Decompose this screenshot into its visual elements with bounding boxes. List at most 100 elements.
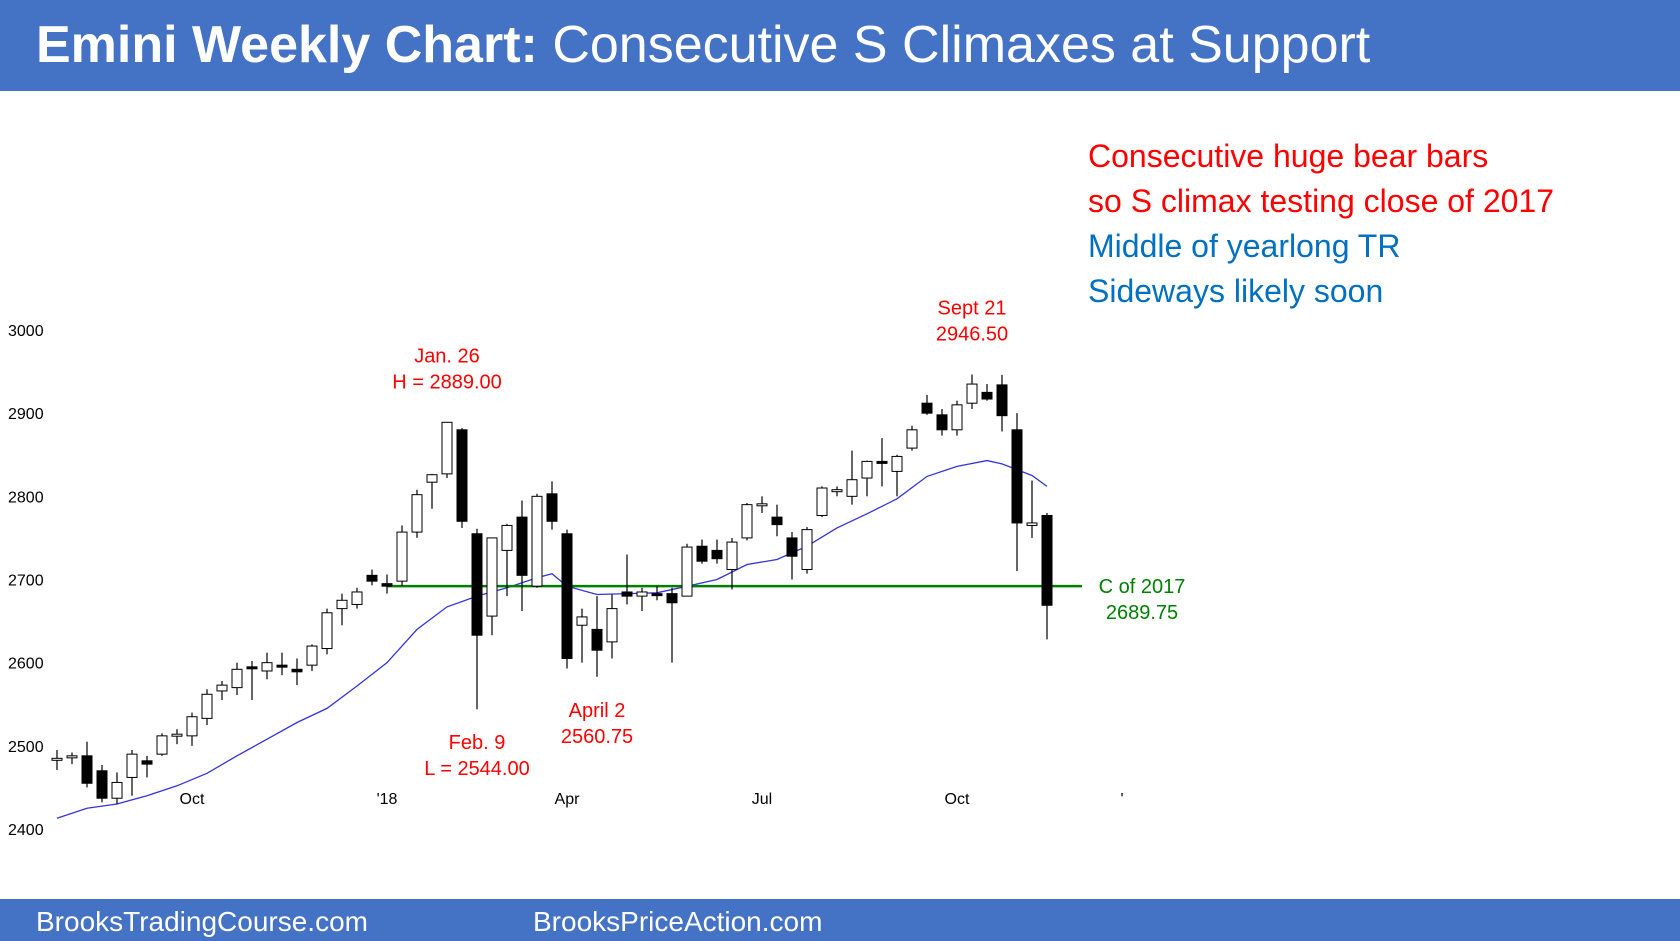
candle — [996, 374, 1008, 432]
candle-body — [1026, 522, 1038, 526]
candle-body — [306, 645, 318, 666]
footer-banner: BrooksTradingCourse.com BrooksPriceActio… — [0, 899, 1680, 941]
candle-body — [336, 599, 348, 610]
candle — [906, 425, 918, 451]
candle-body — [501, 524, 513, 551]
candle — [681, 543, 693, 597]
candle-body — [876, 460, 888, 464]
candle — [486, 537, 498, 636]
footer-left-link[interactable]: BrooksTradingCourse.com — [36, 906, 368, 937]
candle — [261, 652, 273, 680]
candle-body — [186, 716, 198, 737]
candle-body — [66, 755, 78, 759]
candle-body — [711, 549, 723, 560]
candle-body — [846, 479, 858, 497]
note-line-4: Sideways likely soon — [1088, 273, 1384, 309]
footer-right-link[interactable]: BrooksPriceAction.com — [533, 906, 823, 937]
candle-body — [591, 628, 603, 651]
candle-body — [321, 612, 333, 650]
candle — [726, 537, 738, 590]
candle — [651, 586, 663, 601]
candle — [216, 680, 228, 701]
candle-body — [801, 529, 813, 571]
note-line-2: so S climax testing close of 2017 — [1088, 183, 1555, 219]
title-banner: Emini Weekly Chart: Consecutive S Climax… — [0, 0, 1680, 91]
annotation-line: C of 2017 — [1099, 576, 1186, 598]
candle — [381, 574, 393, 594]
candle-body — [441, 421, 453, 475]
candle — [636, 587, 648, 612]
candle — [291, 658, 303, 686]
candle-body — [606, 608, 618, 643]
x-tick-label: '18 — [377, 791, 398, 808]
y-tick-label: 3000 — [8, 323, 44, 340]
candle — [126, 749, 138, 796]
candle-body — [141, 760, 153, 765]
candle-body — [816, 487, 828, 516]
candle — [756, 496, 768, 513]
candle — [396, 525, 408, 587]
candle — [981, 384, 993, 401]
note-line-3: Middle of yearlong TR — [1088, 228, 1401, 264]
x-tick-label: Jul — [752, 791, 772, 808]
candle-body — [471, 533, 483, 636]
y-tick-label: 2700 — [8, 573, 44, 590]
candle — [1041, 512, 1053, 640]
candle-body — [666, 593, 678, 604]
candle-body — [351, 591, 363, 605]
candle-body — [516, 516, 528, 576]
candle-body — [426, 474, 438, 483]
candle — [531, 493, 543, 588]
candle-body — [366, 574, 378, 582]
candle-body — [546, 493, 558, 522]
candle-body — [561, 533, 573, 660]
candle-body — [726, 541, 738, 571]
candle-body — [126, 753, 138, 778]
page-title: Emini Weekly Chart: Consecutive S Climax… — [36, 12, 1370, 78]
candle — [456, 428, 468, 528]
candle — [966, 374, 978, 410]
candle — [711, 539, 723, 564]
candle — [666, 587, 678, 663]
candle-body — [696, 545, 708, 562]
candle — [336, 593, 348, 626]
candle — [246, 661, 258, 701]
annotation: Sept 21 2946.50 — [936, 297, 1008, 345]
candle-body — [246, 666, 258, 670]
x-tick-label: Apr — [555, 791, 581, 808]
note-line-1: Consecutive huge bear bars — [1088, 138, 1489, 174]
candle — [831, 486, 843, 497]
candle — [141, 755, 153, 778]
candle-body — [981, 391, 993, 400]
y-tick-label: 2400 — [8, 822, 44, 839]
candle — [846, 450, 858, 505]
candle-body — [381, 583, 393, 587]
annotation-line: April 2 — [569, 700, 626, 722]
candle-body — [231, 668, 243, 689]
candle — [66, 752, 78, 765]
annotation-line: 2689.75 — [1106, 602, 1178, 624]
candle-body — [906, 429, 918, 449]
candle — [516, 500, 528, 612]
annotation: April 2 2560.75 — [561, 700, 633, 748]
candle — [891, 454, 903, 497]
candle — [111, 772, 123, 805]
candle — [201, 689, 213, 726]
candle — [741, 502, 753, 541]
candle — [441, 421, 453, 479]
candle-body — [261, 662, 273, 672]
annotation-line: 2560.75 — [561, 726, 633, 748]
candle-body — [81, 755, 93, 784]
candle-body — [951, 404, 963, 431]
candle — [411, 489, 423, 538]
candle-body — [771, 516, 783, 526]
candle-body — [861, 460, 873, 479]
candle-body — [1011, 429, 1023, 524]
candle — [276, 652, 288, 676]
candle-body — [396, 531, 408, 582]
candle-body — [291, 668, 303, 673]
candle — [171, 729, 183, 745]
candle — [621, 554, 633, 605]
annotation-line: H = 2889.00 — [392, 371, 502, 393]
title-bold: Emini Weekly Chart: — [36, 16, 538, 74]
